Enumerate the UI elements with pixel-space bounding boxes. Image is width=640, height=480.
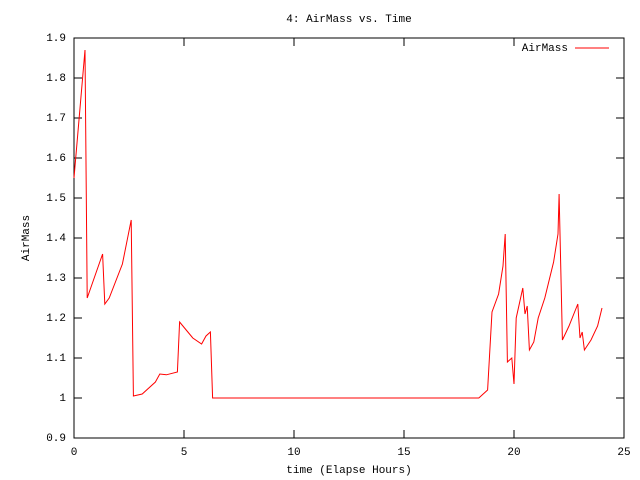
y-tick-label: 1.7: [46, 113, 66, 125]
x-tick-label: 20: [507, 447, 520, 459]
legend-label: AirMass: [522, 43, 568, 55]
x-tick-label: 5: [181, 447, 188, 459]
y-tick-label: 1.8: [46, 73, 66, 85]
plot-border: [73, 37, 625, 439]
x-tick-label: 15: [397, 447, 410, 459]
x-axis-label: time (Elapse Hours): [286, 465, 411, 477]
y-axis-label: AirMass: [21, 215, 33, 261]
y-tick-label: 1.4: [46, 233, 66, 245]
y-tick-label: 1.3: [46, 273, 66, 285]
y-tick-label: 1.6: [46, 153, 66, 165]
x-tick-label: 10: [287, 447, 300, 459]
y-tick-label: 1.5: [46, 193, 66, 205]
x-tick-label: 0: [71, 447, 78, 459]
chart-title: 4: AirMass vs. Time: [286, 14, 411, 26]
y-tick-label: 1: [59, 393, 66, 405]
x-tick-label: 25: [617, 447, 630, 459]
data-line: [73, 49, 603, 399]
y-tick-label: 0.9: [46, 433, 66, 445]
y-tick-label: 1.1: [46, 353, 66, 365]
y-tick-label: 1.2: [46, 313, 66, 325]
y-tick-label: 1.9: [46, 33, 66, 45]
